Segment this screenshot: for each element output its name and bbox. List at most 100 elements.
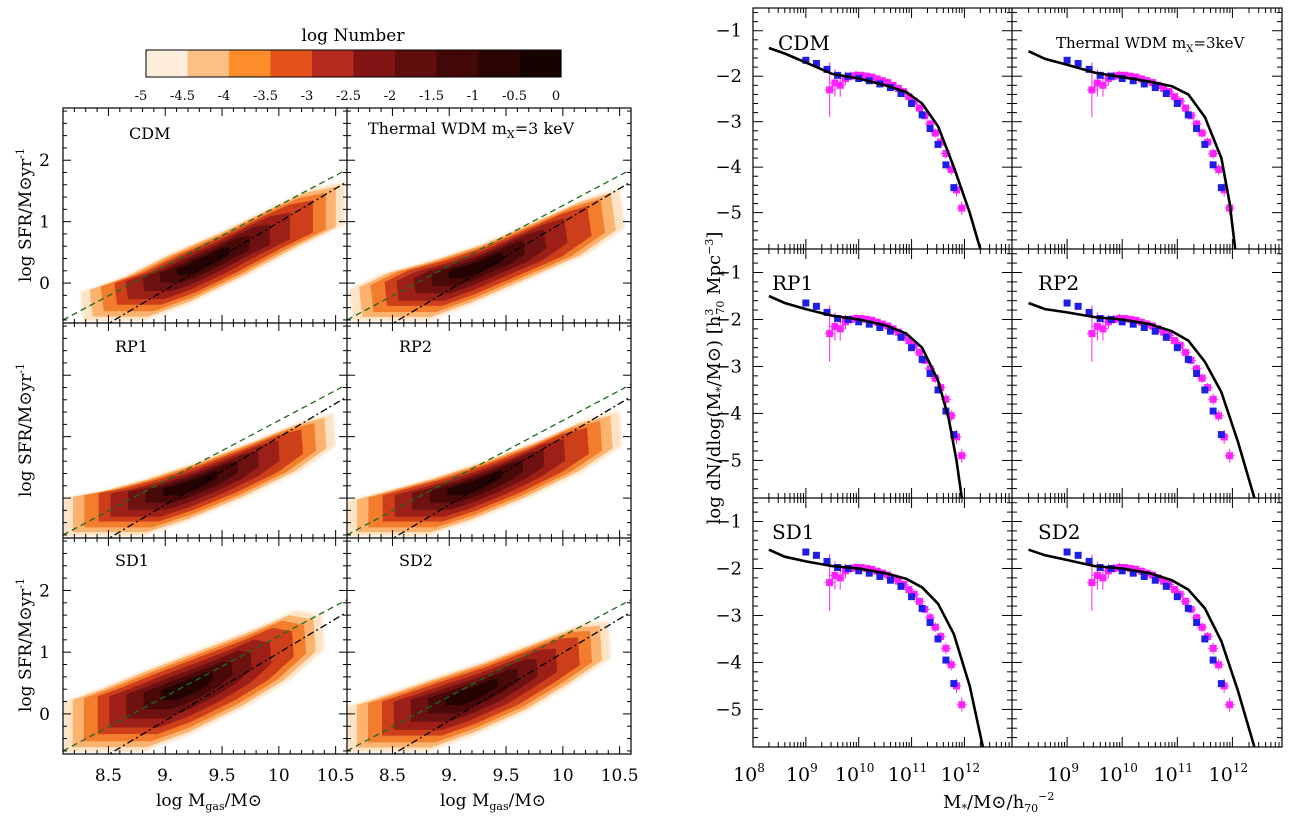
magenta-point <box>873 75 881 83</box>
blue-point <box>1217 184 1225 192</box>
ylabel-main-3: log SFR/M⊙yr <box>16 588 36 712</box>
wdm-suffix: =3 keV <box>515 119 575 138</box>
colorbar-tick-labels: -5 -4.5 -4 -3.5 -3 -2.5 -2 -1.5 -1 -0.5 0 <box>135 89 560 104</box>
blue-point <box>1063 548 1071 556</box>
colorbar-swatch-8 <box>478 50 521 77</box>
colorbar-swatches <box>146 50 562 77</box>
blue-point <box>865 320 873 328</box>
colorbar-swatch-4 <box>312 50 355 77</box>
magenta-point <box>1171 586 1179 594</box>
magenta-point <box>1099 574 1107 582</box>
blue-point <box>897 582 905 590</box>
mf-panel-4 <box>768 548 985 747</box>
blue-point <box>1184 604 1192 612</box>
ylabel-sup-1: -1 <box>14 148 27 159</box>
panel-label-sd2-right: SD2 <box>1038 520 1080 544</box>
magenta-point <box>1209 150 1217 158</box>
blue-point <box>1074 551 1082 559</box>
right-x-tick-label: 109 <box>786 761 818 786</box>
magenta-point <box>868 316 876 324</box>
magenta-point <box>1171 337 1179 345</box>
magenta-point <box>916 104 923 112</box>
right-mass-function-data <box>768 46 1256 747</box>
dashed-reference-line <box>63 168 347 321</box>
magenta-point <box>1182 348 1190 356</box>
right-panel-labels: CDM Thermal WDM mX=3keV RP1 RP2 SD1 SD2 <box>772 31 1245 544</box>
panel-label-rp1-left: RP1 <box>115 337 148 356</box>
blue-point <box>1085 557 1093 565</box>
right-y-tick-label: −2 <box>715 558 742 579</box>
magenta-point <box>905 337 913 345</box>
right-y-tick-label: −1 <box>715 21 742 42</box>
right-axis-labels: M*/M⊙/h70−2 log dN/dlog(M*/M⊙) [h370 Mpc… <box>703 232 1054 815</box>
left-x-tick-label: 10.5 <box>601 766 639 786</box>
colorbar-tick-label-7: -1.5 <box>419 89 444 104</box>
blue-point <box>1173 99 1181 107</box>
colorbar: log Number -5 -4.5 -4 -3.5 -3 -2.5 -2 -1.5 -1 -0.… <box>135 26 562 104</box>
right-y-tick-label: −3 <box>715 356 742 377</box>
magenta-point <box>1126 72 1134 80</box>
blue-point <box>1129 569 1137 577</box>
blue-point <box>950 431 958 439</box>
magenta-point <box>916 348 923 356</box>
dashed-reference-line <box>347 383 631 536</box>
blue-point <box>1201 635 1209 643</box>
blue-point <box>908 344 916 352</box>
magenta-point <box>1198 374 1206 382</box>
blue-point <box>1217 680 1225 688</box>
tick-base: 10 <box>733 764 757 786</box>
blue-point <box>1173 593 1181 601</box>
colorbar-swatch-1 <box>187 50 230 77</box>
magenta-point <box>1160 328 1168 336</box>
left-y-tick-label: 0 <box>39 274 50 294</box>
magenta-point <box>931 374 939 382</box>
blue-point <box>1085 308 1093 316</box>
left-ylabel-3: log SFR/M⊙yr-1 <box>14 578 36 712</box>
magenta-point <box>931 129 939 137</box>
tick-base: 10 <box>835 764 859 786</box>
blue-point <box>1063 299 1071 307</box>
contour-panel-3 <box>347 410 622 537</box>
magenta-point <box>1093 79 1101 87</box>
magenta-point <box>947 165 955 173</box>
blue-point <box>802 56 810 64</box>
blue-point <box>918 111 926 119</box>
right-y-tick-label: −1 <box>715 262 742 283</box>
blue-point <box>823 65 831 73</box>
contour-level-7 <box>176 246 230 275</box>
magenta-point <box>1198 623 1206 631</box>
wdm-subscript-right: X <box>1186 44 1194 55</box>
blue-point <box>1129 320 1137 328</box>
magenta-point <box>894 577 902 585</box>
right-x-tick-label: 109 <box>1047 761 1079 786</box>
blue-point <box>1063 56 1071 64</box>
left-x-tick-label: 9. <box>157 766 173 786</box>
colorbar-frame <box>145 49 562 78</box>
contour-level-7 <box>448 251 504 279</box>
magenta-point <box>1137 75 1145 83</box>
tick-exponent: 11 <box>1178 761 1193 775</box>
magenta-point <box>1099 325 1107 333</box>
magenta-point <box>1126 564 1134 572</box>
colorbar-swatch-3 <box>270 50 313 77</box>
magenta-point <box>942 395 950 403</box>
magenta-point <box>926 614 934 622</box>
blue-point <box>865 569 873 577</box>
magenta-point <box>905 93 913 101</box>
blue-point <box>1184 355 1192 363</box>
blue-point <box>897 89 905 97</box>
colorbar-swatch-7 <box>436 50 479 77</box>
contour-panel-5 <box>347 621 611 753</box>
left-tick-labels: 8.5 9. 9.5 10 10.5 8.5 9. 9.5 10 10.5 0 1 2 0 1 2 <box>39 151 638 786</box>
right-y-tick-label: −4 <box>715 157 742 178</box>
magenta-point <box>831 572 839 580</box>
contour-panel-0 <box>80 181 345 322</box>
blue-point <box>1074 59 1082 67</box>
left-xlabel-1: log Mgas/M⊙ <box>156 791 262 813</box>
magenta-point <box>1132 565 1140 573</box>
blue-point <box>908 99 916 107</box>
tick-exponent: 12 <box>1233 761 1248 775</box>
magenta-point <box>942 150 950 158</box>
right-y-tick-label: −3 <box>715 605 742 626</box>
magenta-point <box>926 120 934 128</box>
